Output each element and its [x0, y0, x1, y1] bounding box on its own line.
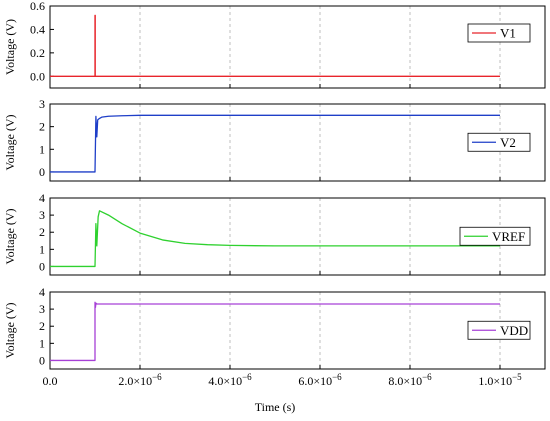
legend-label: V2	[500, 135, 516, 150]
y-tick-label: 2	[39, 319, 45, 333]
y-tick-label: 0.2	[30, 46, 45, 60]
y-tick-label: 3	[39, 302, 45, 316]
y-tick-label: 0.0	[30, 69, 45, 83]
series-line-v1	[50, 14, 500, 77]
panel-1: 0.0 0.2 0.4 0.6 Voltage (V) V1	[3, 0, 546, 89]
y-tick-label: 3	[39, 208, 45, 222]
y-tick-label: 3	[39, 97, 45, 111]
y-tick-label: 2	[39, 225, 45, 239]
panel-2: 0 1 2 3 Voltage (V) V2	[3, 97, 546, 182]
legend-box	[467, 320, 531, 340]
legend-box	[467, 132, 531, 152]
legend: V1	[467, 23, 531, 43]
legend: V2	[467, 132, 531, 152]
legend-box	[467, 23, 531, 43]
x-tick-label: 4.0×10−6	[208, 372, 252, 388]
y-axis-label: Voltage (V)	[3, 208, 17, 264]
y-tick-label: 4	[39, 285, 45, 299]
y-tick-label: 0	[39, 259, 45, 273]
y-tick-label: 0.4	[30, 22, 45, 36]
legend-box	[459, 226, 531, 246]
plot-frame	[49, 291, 546, 370]
y-tick-label: 1	[39, 242, 45, 256]
x-tick-label: 0.0	[43, 374, 58, 388]
x-tick-label: 6.0×10−6	[298, 372, 342, 388]
y-tick-label: 4	[39, 191, 45, 205]
y-tick-label: 0	[39, 353, 45, 367]
y-tick-label: 0.6	[30, 0, 45, 13]
legend: VDD	[467, 320, 531, 340]
x-tick-label: 1.0×10−5	[478, 372, 522, 388]
plot-frame	[49, 5, 546, 89]
x-axis-label: Time (s)	[255, 400, 296, 414]
legend: VREF	[459, 226, 531, 246]
legend-label: VDD	[500, 323, 528, 338]
legend-label: VREF	[492, 229, 525, 244]
y-tick-label: 1	[39, 336, 45, 350]
legend-label: V1	[500, 26, 516, 41]
plot-frame	[49, 197, 546, 276]
y-axis-label: Voltage (V)	[3, 114, 17, 170]
y-tick-label: 2	[39, 120, 45, 134]
x-tick-label: 8.0×10−6	[388, 372, 432, 388]
y-tick-label: 1	[39, 142, 45, 156]
y-tick-label: 0	[39, 165, 45, 179]
series-line-vref	[50, 210, 500, 268]
series-line-v2	[50, 114, 500, 173]
y-axis-label: Voltage (V)	[3, 19, 17, 75]
panel-3: 0 1 2 3 4 Voltage (V) VREF	[3, 191, 546, 276]
panel-4: 0 1 2 3 4 Voltage (V) VDD	[3, 285, 546, 370]
y-axis-label: Voltage (V)	[3, 302, 17, 358]
plot-frame	[49, 103, 546, 182]
x-tick-label: 2.0×10−6	[118, 372, 162, 388]
series-line-vdd	[50, 301, 500, 362]
